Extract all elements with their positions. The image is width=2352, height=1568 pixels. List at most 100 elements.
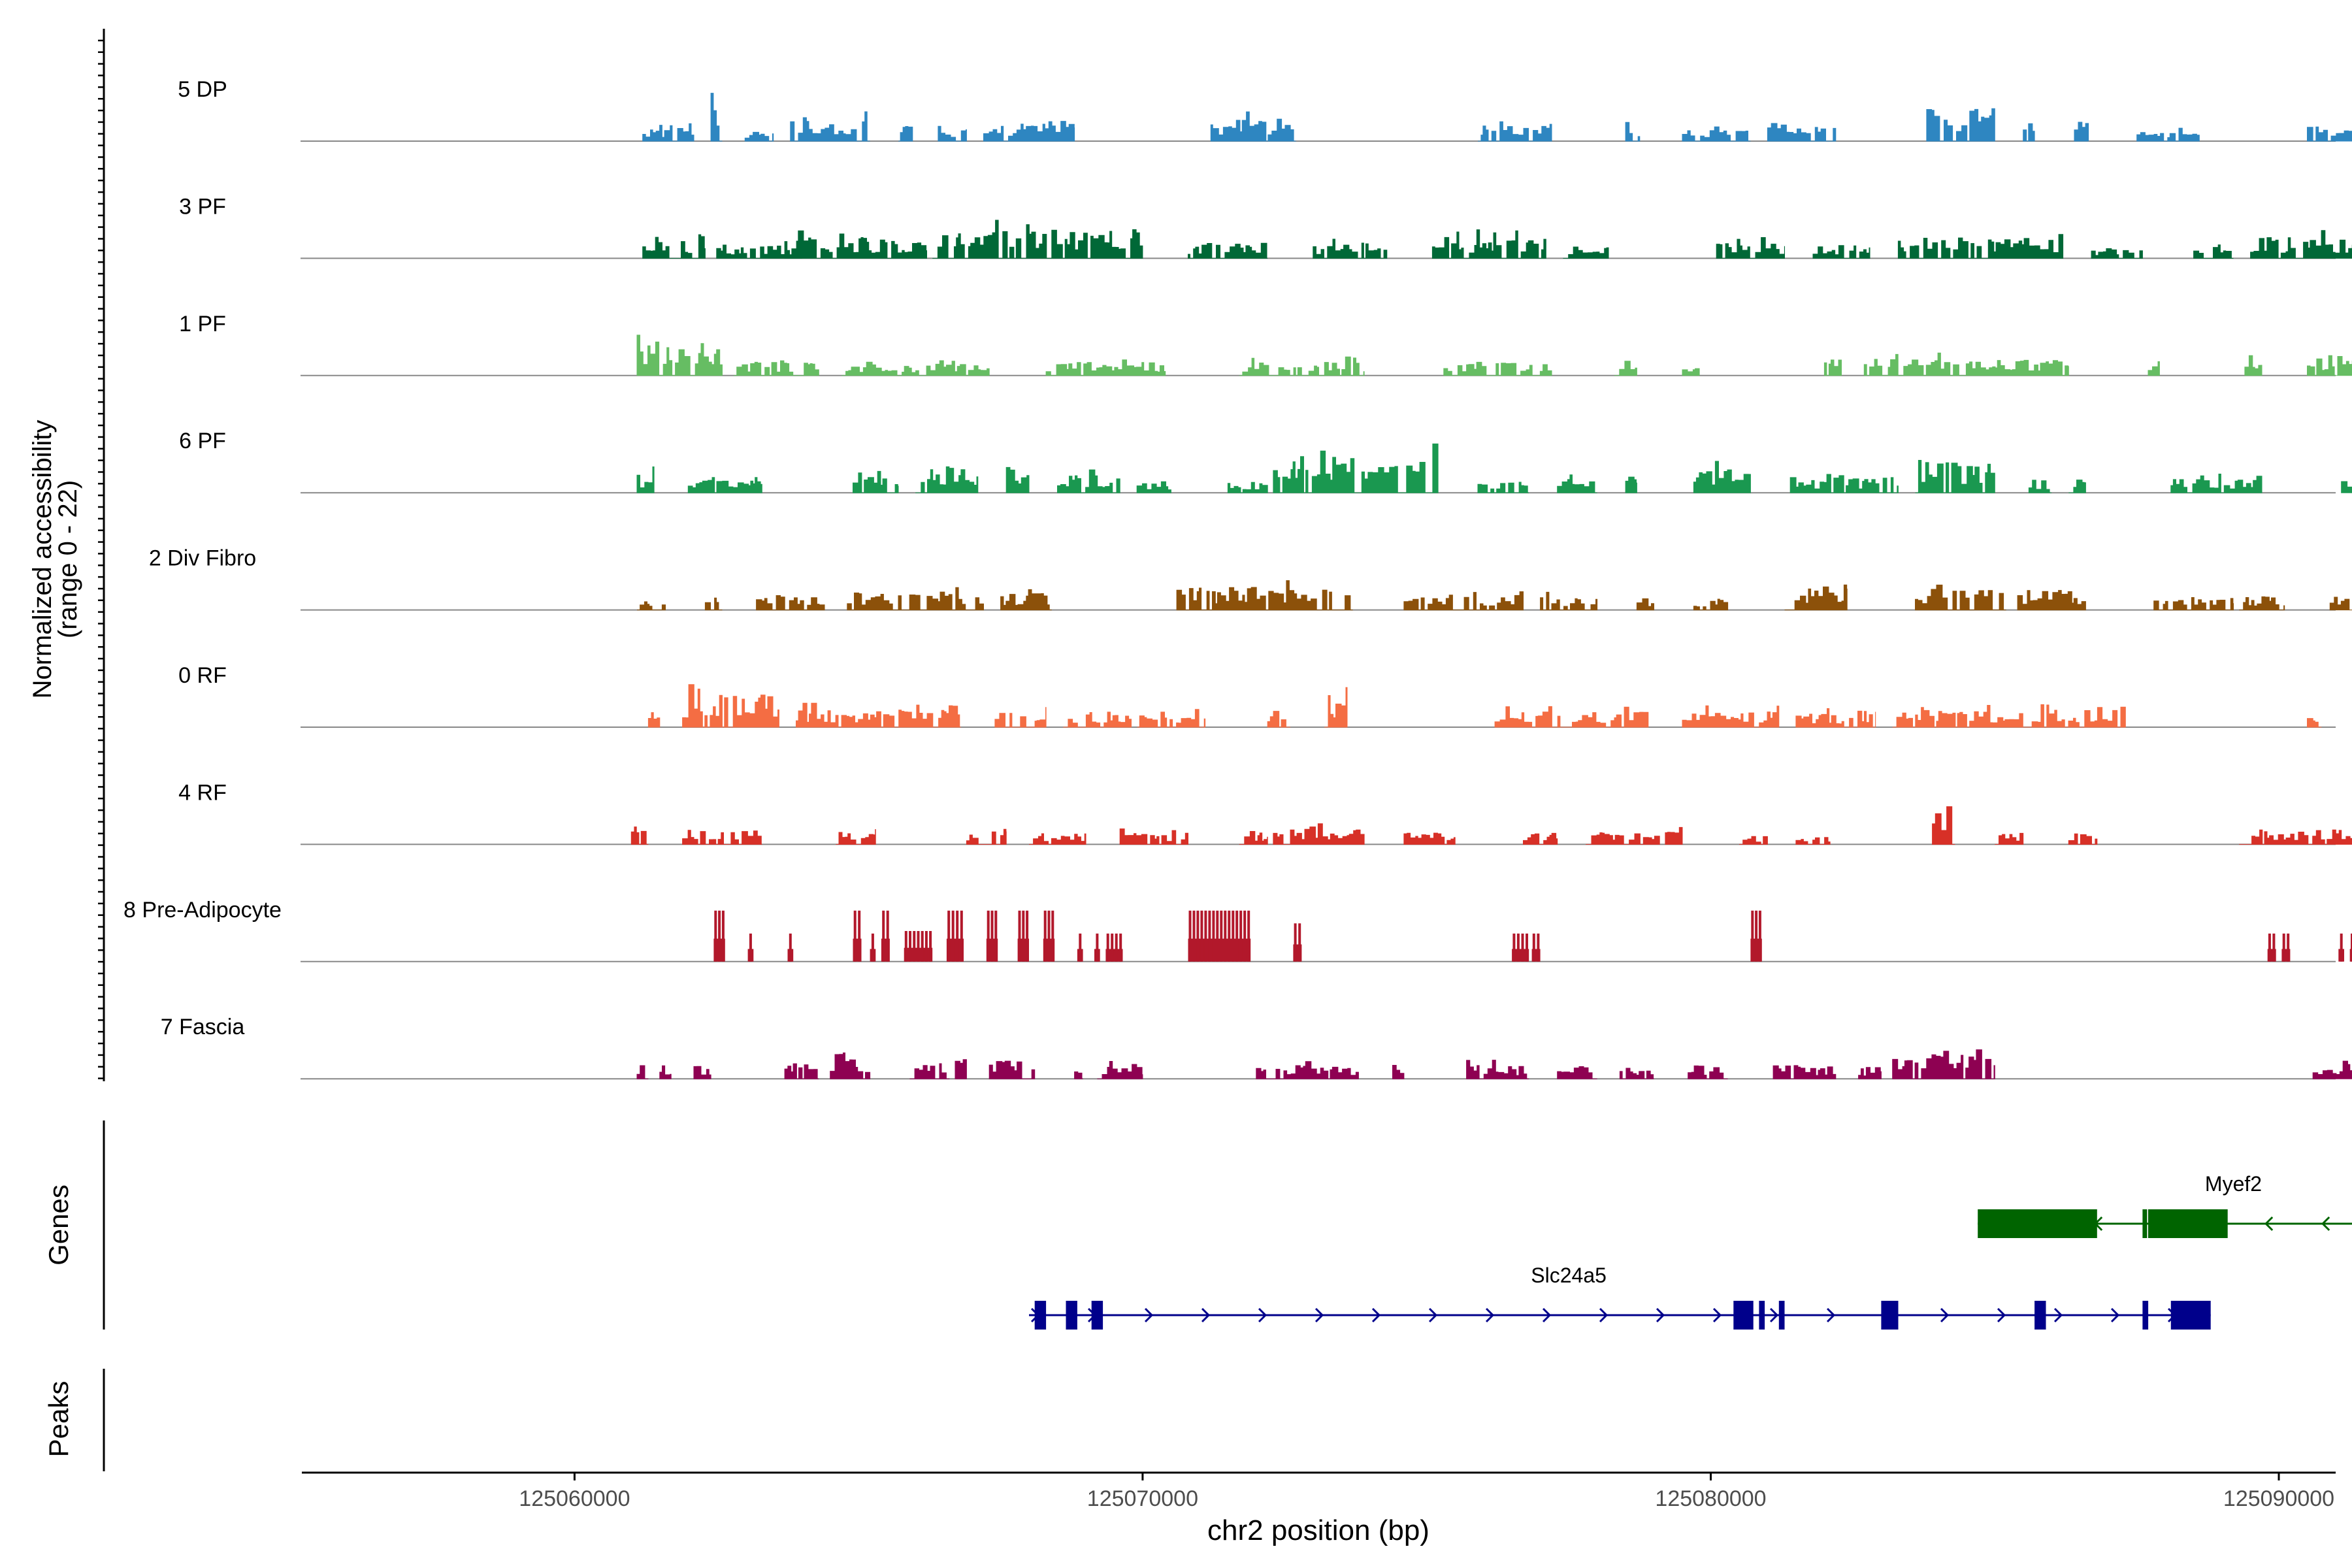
coverage-region bbox=[1324, 687, 1348, 728]
gene-exon bbox=[2170, 1301, 2211, 1330]
coverage-region bbox=[1136, 481, 1171, 493]
coverage-region bbox=[1057, 469, 1120, 493]
track-1: 5 DP bbox=[178, 77, 2352, 142]
coverage-region bbox=[1892, 1049, 1995, 1079]
coverage-region bbox=[1540, 591, 1598, 611]
coverage-spike-bar bbox=[1192, 910, 1196, 962]
strand-arrow bbox=[1599, 1307, 1609, 1323]
coverage-region bbox=[988, 1060, 1036, 1079]
strand-arrow bbox=[1542, 1307, 1552, 1323]
coverage-region bbox=[2074, 122, 2089, 142]
strand-arrow bbox=[2264, 1216, 2274, 1232]
coverage-region bbox=[2017, 590, 2086, 611]
strand-arrow bbox=[1144, 1307, 1154, 1323]
coverage-spike-bar bbox=[1751, 910, 1754, 962]
coverage-region bbox=[1557, 1066, 1597, 1079]
coverage-region bbox=[2307, 126, 2352, 142]
track-5: 2 Div Fibro bbox=[149, 546, 2352, 611]
coverage-region bbox=[2307, 355, 2352, 376]
coverage-region bbox=[710, 93, 723, 142]
x-tick-label: 125070000 bbox=[1087, 1486, 1198, 1511]
gene-exon bbox=[2034, 1301, 2046, 1330]
coverage-region bbox=[1625, 122, 1641, 142]
coverage-region bbox=[636, 466, 655, 493]
coverage-region bbox=[1563, 246, 1609, 259]
coverage-region bbox=[1403, 591, 1524, 611]
coverage-region bbox=[647, 712, 661, 728]
coverage-region bbox=[1823, 359, 1842, 376]
coverage-spike-bar bbox=[1212, 910, 1215, 962]
strand-arrow bbox=[1656, 1307, 1665, 1323]
track-3: 1 PF bbox=[179, 312, 2352, 376]
coverage-spike-bar bbox=[1115, 933, 1118, 962]
strand-arrow bbox=[1258, 1307, 1267, 1323]
coverage-region bbox=[1074, 1071, 1083, 1079]
coverage-spike-bar bbox=[1111, 933, 1114, 962]
coverage-region bbox=[1267, 711, 1290, 728]
coverage-region bbox=[642, 123, 694, 142]
coverage-region bbox=[1767, 123, 1837, 142]
coverage-spike-bar bbox=[913, 931, 916, 962]
coverage-spike-bar bbox=[2272, 933, 2276, 962]
coverage-region bbox=[1119, 828, 1188, 845]
coverage-region bbox=[682, 684, 779, 728]
track-label: 7 Fascia bbox=[161, 1015, 245, 1039]
coverage-spike-bar bbox=[1294, 923, 1297, 962]
coverage-spike-bar bbox=[718, 910, 721, 962]
coverage-region bbox=[756, 595, 825, 611]
coverage-spike-bar bbox=[1119, 933, 1122, 962]
gene-exon bbox=[1066, 1301, 1077, 1330]
coverage-region bbox=[1784, 584, 1848, 611]
coverage-spike-bar bbox=[921, 931, 924, 962]
coverage-region bbox=[784, 230, 927, 259]
coverage-region bbox=[1466, 1060, 1529, 1079]
coverage-spike-bar bbox=[960, 910, 963, 962]
gene-exon bbox=[1733, 1301, 1754, 1330]
coverage-region bbox=[1789, 474, 1899, 493]
track-6: 0 RF bbox=[178, 663, 2336, 728]
x-tick-label: 125080000 bbox=[1655, 1486, 1766, 1511]
coverage-region bbox=[841, 360, 990, 376]
strand-arrow bbox=[1769, 1307, 1779, 1323]
coverage-region bbox=[1392, 1065, 1405, 1079]
coverage-region bbox=[1665, 826, 1683, 845]
coverage-region bbox=[1000, 589, 1052, 611]
coverage-region bbox=[1926, 108, 1995, 142]
strand-arrow bbox=[2321, 1216, 2330, 1232]
coverage-region bbox=[2153, 597, 2234, 611]
coverage-region bbox=[1063, 711, 1132, 728]
coverage-spike-bar bbox=[929, 931, 932, 962]
coverage-region bbox=[1273, 443, 1439, 493]
coverage-region bbox=[2239, 829, 2352, 845]
coverage-region bbox=[1772, 1065, 1837, 1079]
coverage-region bbox=[636, 1065, 649, 1079]
gene-exon bbox=[1034, 1301, 1047, 1330]
strand-arrow bbox=[1371, 1307, 1381, 1323]
coverage-region bbox=[1897, 234, 2064, 259]
coverage-spike-bar bbox=[871, 933, 874, 962]
y-axis-label-line1: Normalized accessibility bbox=[28, 420, 57, 699]
coverage-region bbox=[1097, 1061, 1143, 1079]
coverage-region bbox=[687, 477, 762, 493]
coverage-spike-bar bbox=[1047, 910, 1051, 962]
coverage-region bbox=[1795, 837, 1831, 845]
coverage-spike-bar bbox=[2340, 933, 2343, 962]
y-axis-label-line2: (range 0 - 22) bbox=[54, 480, 82, 638]
track-label: 3 PF bbox=[179, 194, 226, 219]
coverage-region bbox=[1137, 709, 1206, 728]
coverage-spike-bar bbox=[924, 931, 928, 962]
coverage-spike-bar bbox=[1220, 910, 1223, 962]
coverage-spike-bar bbox=[1228, 910, 1231, 962]
coverage-spike-bar bbox=[1247, 910, 1250, 962]
gene-label: Slc24a5 bbox=[1531, 1264, 1607, 1287]
strand-arrow bbox=[2110, 1307, 2120, 1323]
coverage-spike-bar bbox=[789, 933, 792, 962]
gene-exon bbox=[1091, 1301, 1103, 1330]
coverage-region bbox=[733, 360, 819, 376]
coverage-tracks: 5 DP 3 PF 1 PF 6 PF 2 Div Fibro 0 RF 4 RF 8 Pre… bbox=[123, 77, 2352, 1080]
coverage-region bbox=[630, 826, 649, 845]
coverage-region bbox=[1313, 238, 1388, 259]
gene-slc24a5: Slc24a5 bbox=[1029, 1264, 2211, 1330]
strand-arrow bbox=[1485, 1307, 1495, 1323]
coverage-region bbox=[1693, 461, 1751, 493]
